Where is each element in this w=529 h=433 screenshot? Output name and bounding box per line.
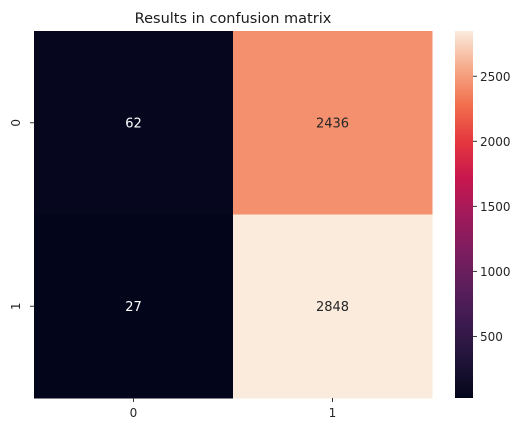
cell-value-1-0: 27	[125, 300, 142, 315]
y-tick-label: 1	[9, 302, 23, 310]
heatmap-grid	[34, 31, 433, 399]
colorbar-tick-label: 500	[480, 330, 503, 344]
colorbar-gradient	[455, 31, 473, 398]
heatmap-cell-0-1	[233, 31, 433, 215]
x-tick-label: 1	[329, 406, 337, 420]
heatmap-cell-1-0	[34, 214, 234, 399]
colorbar-tick-label: 2500	[480, 70, 511, 84]
cell-value-0-0: 62	[125, 116, 142, 131]
cell-annotations: 62 2436 27 2848	[125, 116, 349, 315]
y-tick-label: 0	[9, 119, 23, 127]
x-tick-label: 0	[130, 406, 138, 420]
colorbar-tick-label: 1500	[480, 200, 511, 214]
colorbar-tick-label: 1000	[480, 265, 511, 279]
cell-value-0-1: 2436	[316, 116, 349, 131]
y-axis: 01	[9, 119, 34, 310]
heatmap-cell-0-0	[34, 31, 234, 215]
chart-title: Results in confusion matrix	[135, 11, 332, 27]
colorbar-tick-label: 2000	[480, 135, 511, 149]
heatmap-cell-1-1	[233, 214, 433, 399]
colorbar-ticks: 500 1000 1500 2000 2500	[473, 70, 511, 344]
cell-value-1-1: 2848	[316, 300, 349, 315]
colorbar	[455, 31, 473, 398]
